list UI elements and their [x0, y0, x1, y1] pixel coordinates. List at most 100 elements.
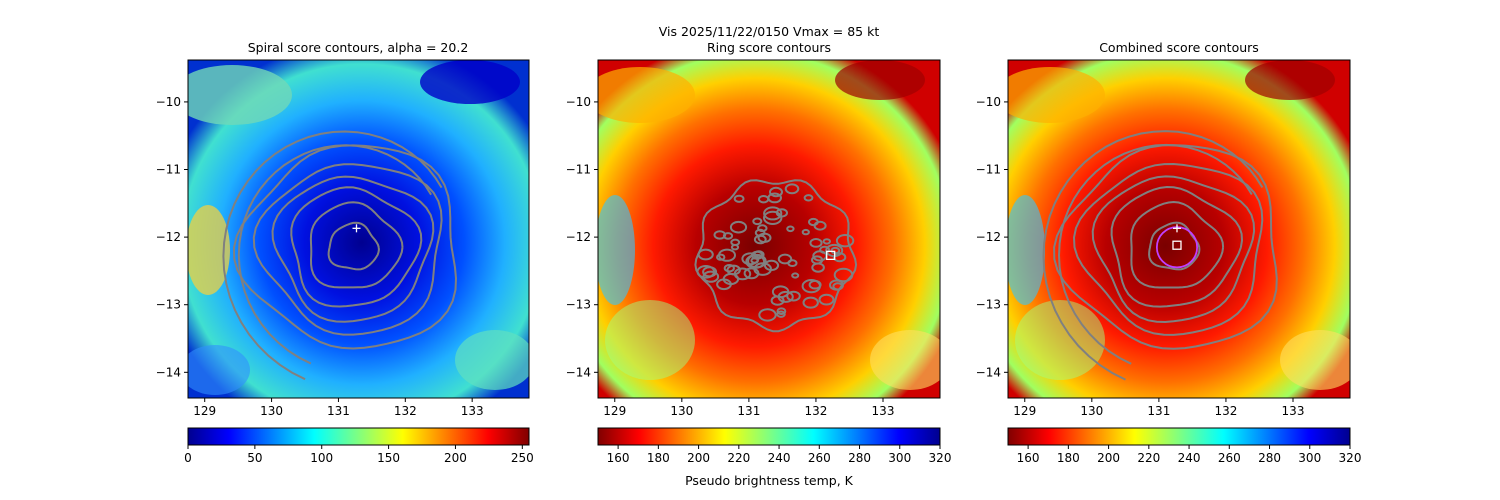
contour-line: [786, 225, 795, 233]
contour-line: [763, 206, 783, 221]
contour-line: [309, 201, 404, 289]
colorbar-tick-label: 180: [1057, 451, 1080, 465]
contour-line: [1110, 185, 1244, 308]
contour-line: [763, 210, 783, 225]
colorbar-tick-label: 160: [1017, 451, 1040, 465]
ring-contours: [694, 179, 858, 333]
y-tick-label: −10: [976, 95, 1001, 109]
axes-frame: [1007, 59, 1351, 399]
contour-line: [752, 217, 763, 226]
colorbar-tick-label: 220: [727, 451, 750, 465]
colorbar-tick-label: 150: [377, 451, 400, 465]
x-tick-label: 129: [193, 404, 216, 418]
colorbar-tick-label: 300: [1298, 451, 1321, 465]
colorbar-ticks: 160 180 200 220 240 260 280 300 320: [607, 445, 952, 465]
colorbar-tick-label: 280: [848, 451, 871, 465]
axis-ticks: 129 130 131 132 133 −10 −11 −12 −13 −14: [156, 95, 484, 418]
panel-title: Spiral score contours, alpha = 20.2: [248, 40, 469, 55]
colorbar-tick-label: 220: [1137, 451, 1160, 465]
colorbar-ticks: 160 180 200 220 240 260 280 300 320: [1017, 445, 1362, 465]
axes-frame: [187, 59, 530, 399]
contour-line: [271, 175, 435, 323]
colorbar-tick-label: 0: [184, 451, 192, 465]
contour-line: [730, 244, 740, 251]
x-tick-label: 133: [461, 404, 484, 418]
y-tick-label: −12: [156, 230, 181, 244]
colorbar-label: Pseudo brightness temp, K: [685, 473, 854, 488]
contour-line: [787, 259, 798, 268]
x-tick-label: 131: [1147, 404, 1170, 418]
x-tick-label: 130: [1080, 404, 1103, 418]
y-tick-label: −11: [156, 163, 181, 177]
colorbar-tick-label: 320: [1339, 451, 1362, 465]
y-tick-label: −11: [566, 163, 591, 177]
contour-line: [702, 270, 720, 283]
contour-line: [713, 230, 727, 240]
contour-line: [763, 259, 780, 271]
contour-line: [252, 163, 443, 336]
contour-line: [222, 130, 443, 381]
x-tick-label: 131: [327, 404, 350, 418]
x-tick-label: 133: [1282, 404, 1305, 418]
contour-line: [777, 253, 793, 265]
y-tick-label: −14: [976, 365, 1001, 379]
y-tick-label: −12: [566, 230, 591, 244]
axis-ticks: 129 130 131 132 133 −10 −11 −12 −13 −14: [976, 95, 1305, 418]
contour-line: [784, 183, 800, 195]
y-tick-label: −14: [566, 365, 591, 379]
panel-spiral: Spiral score contours, alpha = 20.2 129 1…: [156, 40, 534, 465]
contour-line: [835, 234, 855, 248]
contour-line: [811, 262, 825, 273]
panel-title: Combined score contours: [1099, 40, 1259, 55]
center-marker: [352, 224, 361, 233]
marker-layer: [352, 224, 361, 233]
contour-line: [791, 272, 800, 279]
y-tick-label: −13: [566, 298, 591, 312]
contour-line: [802, 296, 819, 309]
contour-line: [290, 186, 423, 308]
y-tick-label: −10: [566, 95, 591, 109]
contour-line: [1130, 200, 1225, 289]
x-tick-label: 132: [1214, 404, 1237, 418]
satellite-image: [1008, 60, 1350, 398]
contour-line: [694, 179, 858, 333]
contour-line: [237, 144, 432, 365]
colorbar-tick-label: 100: [310, 451, 333, 465]
x-tick-label: 132: [394, 404, 417, 418]
contour-line: [808, 279, 822, 290]
contour-line: [747, 253, 767, 269]
colorbar-tick-label: 240: [768, 451, 791, 465]
contour-line: [1091, 175, 1256, 324]
contour-line: [722, 272, 740, 286]
contour-line: [757, 224, 768, 233]
figure-suptitle: Vis 2025/11/22/0150 Vmax = 85 kt: [659, 24, 880, 39]
contour-line: [832, 252, 847, 263]
colorbar-tick-label: 320: [929, 451, 952, 465]
colorbar-tick-label: 240: [1178, 451, 1201, 465]
contour-line: [813, 220, 827, 231]
contour-line: [786, 290, 801, 302]
y-tick-label: −14: [156, 365, 181, 379]
x-tick-label: 131: [737, 404, 760, 418]
contour-line: [743, 267, 760, 280]
axis-ticks: 129 130 131 132 133 −10 −11 −12 −13 −14: [566, 95, 895, 418]
colorbar-tick-label: 160: [607, 451, 630, 465]
contour-line: [733, 194, 745, 203]
contour-line: [753, 234, 767, 245]
contour-line: [776, 310, 786, 318]
colorbar: [187, 427, 530, 446]
center-marker: [1172, 224, 1181, 233]
contour-line: [771, 285, 790, 299]
contour-line: [758, 308, 777, 322]
x-tick-label: 133: [872, 404, 895, 418]
axes-frame: [597, 59, 941, 399]
colorbar-tick-label: 280: [1258, 451, 1281, 465]
y-tick-label: −10: [156, 95, 181, 109]
y-tick-label: −12: [976, 230, 1001, 244]
box-marker: [826, 250, 836, 261]
contour-line: [1148, 221, 1201, 271]
contour-line: [722, 232, 734, 240]
x-tick-label: 130: [670, 404, 693, 418]
combined-contours: [1042, 130, 1278, 381]
contour-line: [818, 293, 835, 306]
